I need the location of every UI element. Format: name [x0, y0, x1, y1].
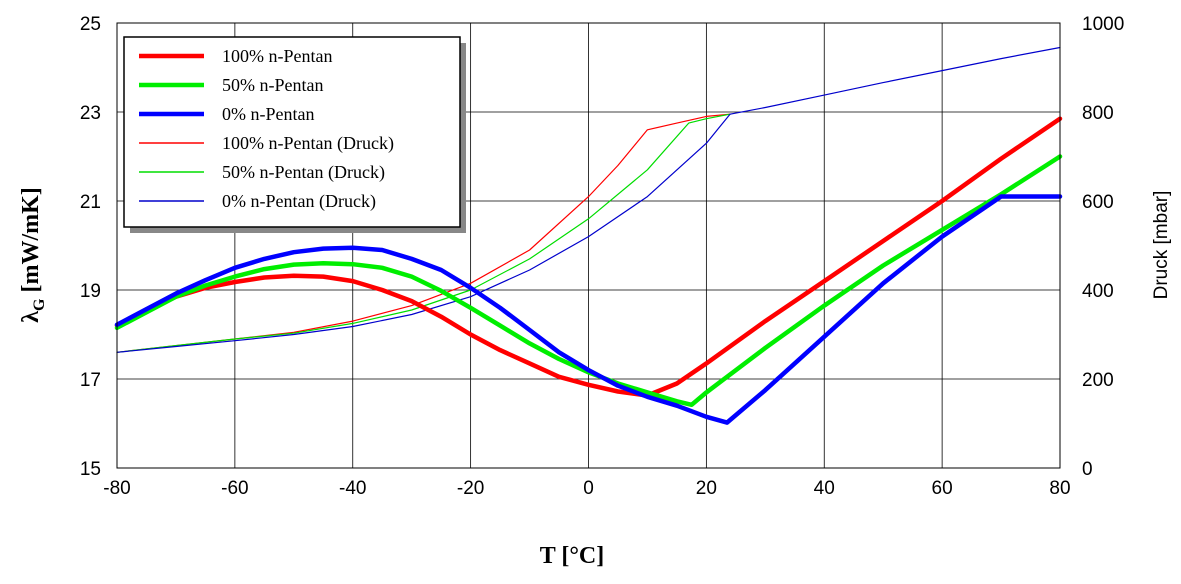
y-right-axis-title: Druck [mbar]	[1151, 191, 1172, 300]
y-left-tick-label: 19	[80, 281, 101, 302]
y-left-tick-label: 21	[80, 192, 101, 213]
y-right-tick-labels: 0 200 400 600 800 1000	[1082, 14, 1124, 480]
y-left-tick-label: 23	[80, 103, 101, 124]
y-right-tick-label: 400	[1082, 281, 1114, 302]
legend-label: 0% n-Pentan (Druck)	[222, 191, 376, 212]
x-tick-label: 0	[583, 478, 594, 499]
x-tick-label: 80	[1049, 478, 1070, 499]
y-right-tick-label: 600	[1082, 192, 1114, 213]
x-tick-label: 60	[932, 478, 953, 499]
x-tick-label: -80	[103, 478, 130, 499]
legend-label: 0% n-Pentan	[222, 104, 314, 124]
y-left-tick-label: 15	[80, 459, 101, 480]
y-left-tick-labels: 15 17 19 21 23 25	[80, 14, 101, 480]
y-left-tick-label: 17	[80, 370, 101, 391]
legend-label: 50% n-Pentan (Druck)	[222, 162, 385, 183]
x-tick-labels: -80 -60 -40 -20 0 20 40 60 80	[103, 478, 1070, 499]
series-line-0	[114, 116, 1063, 398]
y-right-tick-label: 200	[1082, 370, 1114, 391]
legend-label: 50% n-Pentan	[222, 75, 323, 95]
series-line-5	[116, 46, 1061, 353]
legend-items: 100% n-Pentan 50% n-Pentan 0% n-Pentan 100%…	[139, 46, 394, 212]
series-layer	[114, 46, 1063, 425]
x-tick-label: -60	[221, 478, 248, 499]
y-left-axis-title-prefix: λ	[18, 311, 44, 323]
plot-frame	[116, 22, 1061, 469]
y-left-tick-label: 25	[80, 14, 101, 35]
x-tick-label: -40	[339, 478, 366, 499]
y-right-tick-label: 0	[1082, 459, 1093, 480]
y-left-axis-title: λG [mW/mK]	[18, 187, 48, 323]
y-right-tick-label: 1000	[1082, 14, 1124, 35]
x-tick-label: 40	[814, 478, 835, 499]
y-right-tick-label: 800	[1082, 103, 1114, 124]
x-tick-label: -20	[457, 478, 484, 499]
x-axis-title: T [°C]	[540, 543, 605, 569]
legend-label: 100% n-Pentan	[222, 46, 332, 66]
series-line-2	[114, 194, 1063, 425]
legend-box	[123, 36, 461, 228]
x-tick-label: 20	[696, 478, 717, 499]
legend-label: 100% n-Pentan (Druck)	[222, 133, 394, 154]
y-left-axis-title-subscript: G	[31, 298, 48, 311]
legend: 100% n-Pentan 50% n-Pentan 0% n-Pentan 100%…	[123, 36, 466, 233]
y-left-axis-title-suffix: [mW/mK]	[18, 187, 44, 298]
series-line-1	[114, 154, 1063, 408]
